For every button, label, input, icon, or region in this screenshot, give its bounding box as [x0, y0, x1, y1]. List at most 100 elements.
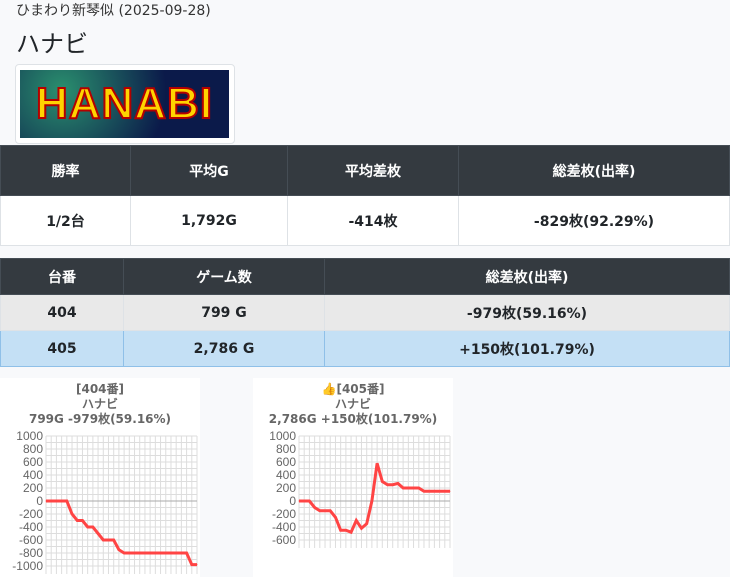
data-point: [50, 500, 52, 502]
data-point: [376, 462, 378, 464]
data-point: [402, 487, 404, 489]
chart-stats: 2,786G +150枚(101.79%): [268, 412, 438, 426]
chart-machine-name: ハナビ: [334, 397, 371, 411]
chart-card-404: [404番] ハナビ 799G -979枚(59.16%) 1000 800 600…: [0, 378, 200, 577]
data-point: [360, 527, 362, 529]
col-header: 台番: [0, 258, 124, 295]
data-point: [97, 533, 99, 534]
data-point: [81, 520, 83, 521]
data-point: [449, 490, 451, 492]
diff: +150枚(101.79%): [324, 330, 730, 367]
data-point: [76, 520, 78, 521]
data-point: [334, 516, 336, 518]
data-point: [118, 549, 120, 551]
y-tick-label: -400: [272, 520, 296, 534]
data-point: [418, 487, 420, 489]
avg-games: 1,792G: [130, 195, 288, 246]
machine-number: 404: [0, 294, 124, 331]
summary-table: 勝率 平均G 平均差枚 総差枚(出率) 1/2台 1,792G -414枚 -8…: [0, 145, 730, 246]
games: 799 G: [123, 294, 325, 331]
y-tick-label: 0: [289, 494, 296, 508]
col-header: ゲーム数: [123, 258, 325, 295]
chart-card-405: 👍[405番] ハナビ 2,786G +150枚(101.79%) 1000 80…: [253, 378, 453, 577]
machine-table: 台番 ゲーム数 総差枚(出率) 404 799 G -979枚(59.16%) …: [0, 258, 730, 367]
y-tick-label: 600: [276, 455, 296, 469]
data-point: [87, 526, 89, 528]
col-header: 総差枚(出率): [458, 145, 730, 196]
data-point: [397, 482, 399, 484]
table-row[interactable]: 405 2,786 G +150枚(101.79%): [0, 330, 730, 367]
data-point: [107, 539, 109, 541]
data-point: [387, 484, 389, 486]
y-tick-label: -600: [272, 533, 296, 547]
diff: -979枚(59.16%): [324, 294, 730, 331]
data-point: [413, 487, 415, 489]
data-point: [102, 539, 104, 541]
machine-logo: HANABI: [15, 64, 235, 144]
data-point: [170, 552, 172, 554]
data-point: [128, 552, 130, 554]
machine-number: 405: [0, 330, 124, 367]
page-title: ハナビ: [16, 30, 88, 58]
y-tick-label: 1000: [269, 429, 296, 443]
data-point: [444, 490, 446, 492]
data-point: [428, 490, 430, 492]
data-point: [71, 513, 73, 515]
data-point: [433, 490, 435, 492]
data-point: [329, 510, 331, 512]
y-tick-label: -800: [19, 546, 43, 560]
games: 2,786 G: [123, 330, 325, 367]
total-diff: -829枚(92.29%): [458, 195, 730, 246]
chart-machine-name: ハナビ: [81, 397, 118, 411]
chart-stats: 799G -979枚(59.16%): [28, 412, 172, 426]
y-tick-label: -1000: [12, 559, 43, 573]
data-point: [180, 552, 182, 554]
data-point: [175, 552, 177, 554]
data-point: [345, 529, 347, 531]
data-point: [55, 500, 57, 502]
y-tick-label: 400: [23, 468, 43, 482]
data-point: [45, 500, 47, 502]
data-point: [160, 552, 162, 554]
data-point: [186, 552, 188, 554]
win-rate: 1/2台: [0, 195, 131, 246]
series-line: [46, 499, 197, 567]
y-tick-label: -400: [19, 520, 43, 534]
y-tick-label: -200: [19, 507, 43, 521]
y-tick-label: 200: [23, 481, 43, 495]
series-line: [299, 462, 450, 535]
data-point: [154, 552, 156, 554]
data-point: [191, 564, 193, 566]
logo-text: HANABI: [35, 78, 214, 129]
data-point: [113, 539, 115, 541]
col-header: 総差枚(出率): [324, 258, 730, 295]
data-point: [123, 552, 125, 554]
table-row[interactable]: 404 799 G -979枚(59.16%): [0, 294, 730, 331]
col-header: 平均差枚: [287, 145, 459, 196]
data-point: [314, 507, 316, 508]
y-tick-label: 600: [23, 455, 43, 469]
y-tick-label: 1000: [16, 429, 43, 443]
chart-label: 👍[405番]: [321, 382, 385, 396]
data-point: [149, 552, 151, 554]
avg-diff: -414枚: [287, 195, 459, 246]
y-tick-label: 800: [23, 442, 43, 456]
data-point: [355, 520, 357, 521]
y-tick-label: 200: [276, 481, 296, 495]
data-point: [298, 500, 300, 502]
data-point: [66, 500, 68, 502]
data-point: [144, 552, 146, 554]
y-tick-label: 400: [276, 468, 296, 482]
data-point: [303, 500, 305, 502]
data-point: [340, 529, 342, 531]
col-header: 平均G: [130, 145, 288, 196]
data-point: [165, 552, 167, 554]
data-point: [381, 481, 383, 482]
data-point: [61, 500, 63, 502]
y-tick-label: -200: [272, 507, 296, 521]
data-point: [134, 552, 136, 554]
y-tick-label: 800: [276, 442, 296, 456]
y-tick-label: -600: [19, 533, 43, 547]
data-point: [366, 523, 368, 525]
